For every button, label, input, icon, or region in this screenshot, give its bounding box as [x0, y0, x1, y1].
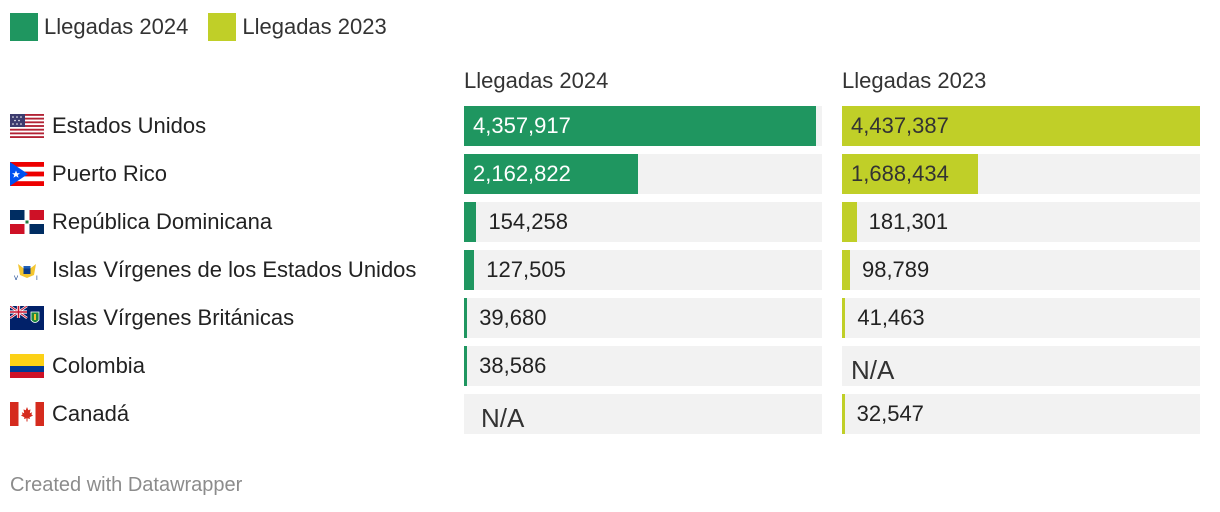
category-label-islas-virgenes-britanicas: Islas Vírgenes Británicas [10, 298, 294, 338]
bar-2023-puerto-rico [842, 154, 979, 194]
bar-track: 4,357,917 [464, 106, 822, 146]
bar-track: 181,301 [842, 202, 1200, 242]
puerto-rico-flag-icon [10, 162, 44, 186]
colombia-flag-icon [10, 354, 44, 378]
legend-label-2024: Llegadas 2024 [44, 14, 189, 39]
bar-track: 4,437,387 [842, 106, 1200, 146]
bar-track: 32,547 [842, 394, 1200, 434]
bar-2023-islas-virgenes-britanicas [842, 298, 846, 338]
bar-2024-islas-virgenes-britanicas [464, 298, 468, 338]
bar-track: N/A [464, 394, 822, 434]
legend-label-2023: Llegadas 2023 [242, 14, 387, 39]
data-label: 38,586 [479, 353, 547, 378]
legend-swatch-2024 [10, 13, 38, 41]
category-label-estados-unidos: Estados Unidos [10, 106, 206, 146]
bar-track: 98,789 [842, 250, 1200, 290]
category-label-colombia: Colombia [10, 346, 145, 386]
category-label-republica-dominicana: República Dominicana [10, 202, 272, 242]
bar-track: 1,688,434 [842, 154, 1200, 194]
bvi-flag-icon [10, 306, 44, 330]
data-label: 1,688,434 [851, 161, 949, 186]
data-label: 32,547 [856, 401, 924, 426]
bar-2023-islas-virgenes-de-los-estados-unidos [842, 250, 850, 290]
bar-track: 41,463 [842, 298, 1200, 338]
data-label: 2,162,822 [473, 161, 571, 186]
data-label: 4,357,917 [473, 113, 571, 138]
data-label-na: N/A [481, 403, 525, 433]
category-label-islas-virgenes-de-los-estados-unidos: V I Islas Vírgenes de los Estados Unidos [10, 250, 416, 290]
data-label: 127,505 [486, 257, 566, 282]
bar-2024-islas-virgenes-de-los-estados-unidos [464, 250, 475, 290]
column-header-2024: Llegadas 2024 [464, 68, 609, 93]
bar-track: 2,162,822 [464, 154, 822, 194]
data-label: 181,301 [868, 209, 949, 234]
category-name: Estados Unidos [52, 113, 207, 138]
data-label: 154,258 [488, 209, 568, 234]
bar-2023-estados-unidos [842, 106, 1200, 146]
dominican-republic-flag-icon [10, 210, 44, 234]
bar-track: 38,586 [464, 346, 822, 386]
bar-2023-canada [842, 394, 845, 434]
svg-text:V: V [14, 275, 19, 282]
data-label: 41,463 [857, 305, 925, 330]
legend-swatch-2023 [208, 13, 237, 41]
bar-2024-puerto-rico [464, 154, 639, 194]
category-name: Islas Vírgenes de los Estados Unidos [52, 257, 417, 282]
category-name: Islas Vírgenes Británicas [52, 305, 295, 330]
bar-2024-republica-dominicana [464, 202, 477, 242]
legend: Llegadas 2024 Llegadas 2023 [10, 12, 407, 42]
bar-track: 154,258 [464, 202, 822, 242]
category-name: Colombia [52, 353, 145, 378]
data-label-na: N/A [851, 355, 895, 385]
column-header-2023: Llegadas 2023 [842, 68, 987, 93]
bar-track: 39,680 [464, 298, 822, 338]
canada-flag-icon [10, 402, 44, 426]
category-name: Canadá [52, 401, 130, 426]
data-label: 4,437,387 [851, 113, 949, 138]
category-name: Puerto Rico [52, 161, 167, 186]
svg-text:I: I [36, 275, 38, 282]
category-label-puerto-rico: Puerto Rico [10, 154, 167, 194]
bar-2024-estados-unidos [464, 106, 816, 146]
bar-track: 127,505 [464, 250, 822, 290]
data-label: 98,789 [861, 257, 930, 282]
category-name: República Dominicana [52, 209, 273, 234]
footer-credit: Created with Datawrapper [10, 474, 243, 496]
us-flag-icon [10, 114, 44, 138]
bar-track: N/A [842, 346, 1200, 386]
bar-2023-republica-dominicana [842, 202, 857, 242]
data-label: 39,680 [479, 305, 547, 330]
bar-2024-colombia [464, 346, 468, 386]
legend-item-2024: Llegadas 2024 [10, 13, 188, 41]
category-label-canada: Canadá [10, 394, 129, 434]
legend-item-2023: Llegadas 2023 [208, 13, 387, 41]
